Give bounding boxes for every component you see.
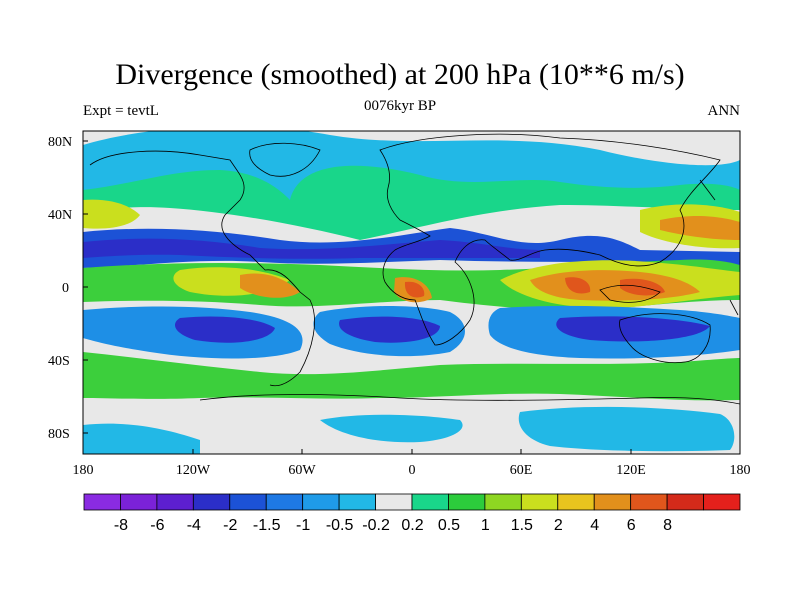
lon-tick-label: 120E (616, 463, 646, 478)
colorbar-swatch (666, 493, 704, 511)
colorbar-label: 0.5 (438, 517, 460, 534)
colorbar-label: 0.2 (401, 517, 423, 534)
colorbar-label: 1 (481, 517, 490, 534)
colorbar-label: 8 (663, 517, 672, 534)
colorbar-swatch (83, 493, 121, 511)
season-label: ANN (707, 103, 741, 119)
colorbar-swatch (229, 493, 267, 511)
contour-region-yellow-west (83, 199, 140, 229)
lat-tick-label: 40S (48, 354, 70, 369)
contour-region-green-north (83, 165, 740, 240)
colorbar-swatch (411, 493, 449, 511)
lat-tick-label: 80N (48, 135, 72, 150)
contour-region-green-south (83, 352, 740, 401)
colorbar-label: -1.5 (253, 517, 281, 534)
colorbar-swatch (375, 493, 413, 511)
colorbar-label: -2 (223, 517, 237, 534)
contour-region-darkblue-south (175, 316, 710, 343)
colorbar-swatch (520, 493, 559, 511)
colorbar-swatch (630, 493, 668, 511)
colorbar-label: -0.2 (362, 517, 390, 534)
lon-tick-label: 180 (73, 463, 94, 478)
colorbar-swatch (593, 493, 632, 511)
colorbar-swatch (302, 493, 340, 511)
lon-tick-label: 120W (176, 463, 211, 478)
colorbar-swatch (703, 493, 741, 511)
lat-tick-label: 0 (62, 281, 69, 296)
colorbar-swatch (484, 493, 522, 511)
colorbar-swatch (265, 493, 304, 511)
experiment-label: Expt = tevtL (83, 103, 159, 119)
divergence-field (83, 131, 740, 454)
colorbar-label: -6 (150, 517, 164, 534)
colorbar-swatch (120, 493, 158, 511)
lat-tick-label: 80S (48, 427, 70, 442)
time-label: 0076kyr BP (363, 98, 437, 114)
colorbar-label: 2 (554, 517, 563, 534)
lat-tick-label: 40N (48, 208, 72, 223)
contour-region-cyan-antarctic (83, 406, 735, 454)
colorbar-swatch (192, 493, 231, 511)
contour-region-orange-east (660, 216, 740, 240)
colorbar-swatch (338, 493, 376, 511)
colorbar-swatch (156, 493, 194, 511)
colorbar: -8 -6 -4 -2 -1.5 -1 -0.5 -0.2 0.2 0.5 1 1.5 2 4 6 8 (83, 493, 741, 534)
coastlines (89, 133, 740, 405)
colorbar-label: 4 (590, 517, 599, 534)
colorbar-label: -0.5 (326, 517, 354, 534)
lon-tick-label: 60W (288, 463, 316, 478)
lon-tick-label: 180 (730, 463, 751, 478)
contour-region-darkblue-band (83, 238, 540, 259)
longitude-axis: 180 120W 60W 0 60E 120E 180 (73, 449, 751, 478)
lon-tick-label: 0 (409, 463, 416, 478)
colorbar-label: 1.5 (511, 517, 533, 534)
colorbar-label: 6 (627, 517, 636, 534)
latitude-axis: 80N 40N 0 40S 80S (48, 135, 88, 442)
colorbar-swatch (557, 493, 595, 511)
plot-title: Divergence (smoothed) at 200 hPa (10**6 … (115, 58, 685, 91)
colorbar-label: -1 (296, 517, 310, 534)
colorbar-label: -4 (187, 517, 201, 534)
contour-region-orange-tropics (240, 270, 700, 303)
lon-tick-label: 60E (510, 463, 533, 478)
contour-region-red-tropics (404, 277, 665, 298)
colorbar-swatch (448, 493, 486, 511)
colorbar-label: -8 (114, 517, 128, 534)
